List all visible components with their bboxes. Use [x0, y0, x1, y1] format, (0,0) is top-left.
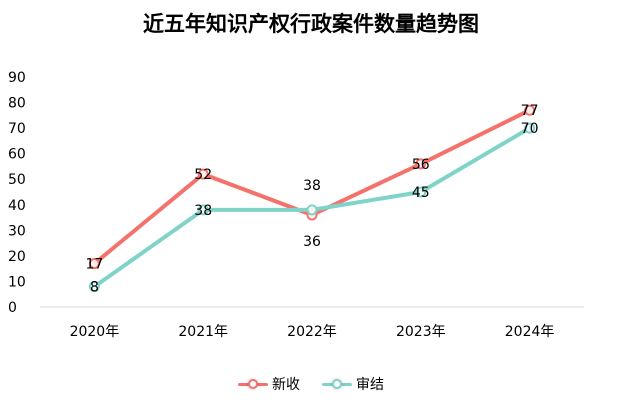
data-label: 17	[85, 257, 103, 273]
y-tick-label: 40	[8, 198, 26, 214]
data-point[interactable]	[197, 168, 209, 180]
series-points	[88, 104, 536, 293]
data-point[interactable]	[524, 104, 536, 116]
data-point[interactable]	[197, 204, 209, 216]
chart-title: 近五年知识产权行政案件数量趋势图	[143, 12, 479, 36]
data-point[interactable]	[415, 186, 427, 198]
data-point[interactable]	[415, 158, 427, 170]
legend-label-new: 新收	[272, 377, 300, 393]
y-tick-label: 70	[8, 121, 26, 137]
x-tick-label: 2021年	[178, 324, 228, 340]
series-lines	[92, 108, 532, 289]
data-label: 38	[194, 203, 212, 219]
x-tick-label: 2020年	[70, 324, 120, 340]
data-point[interactable]	[306, 204, 318, 216]
x-tick-label: 2022年	[287, 324, 337, 340]
legend-item-closed[interactable]: 审结	[322, 374, 384, 394]
y-tick-label: 50	[8, 172, 26, 188]
x-tick-label: 2023年	[396, 324, 446, 340]
data-label: 77	[521, 103, 539, 119]
data-label: 45	[412, 185, 430, 201]
data-label: 56	[412, 157, 430, 173]
y-tick-label: 90	[8, 70, 26, 86]
legend-swatch-closed	[322, 378, 352, 390]
y-tick-label: 60	[8, 147, 26, 163]
data-label: 36	[303, 234, 321, 250]
data-label: 52	[194, 167, 212, 183]
legend-swatch-new	[238, 378, 268, 390]
y-axis: 0 10 20 30 40 50 60 70 80 90	[8, 70, 26, 316]
y-tick-label: 0	[8, 300, 17, 316]
y-tick-label: 80	[8, 96, 26, 112]
x-axis: 2020年 2021年 2022年 2023年 2024年	[70, 324, 555, 340]
x-tick-label: 2024年	[505, 324, 555, 340]
data-point[interactable]	[88, 281, 100, 293]
y-tick-label: 20	[8, 249, 26, 265]
legend-item-new[interactable]: 新收	[238, 374, 300, 394]
data-label: 38	[303, 178, 321, 194]
y-tick-label: 30	[8, 223, 26, 239]
y-tick-label: 10	[8, 274, 26, 290]
data-point[interactable]	[88, 258, 100, 270]
data-labels: 17 52 36 56 77 8 38 38 45 70	[85, 103, 538, 295]
data-label: 70	[521, 121, 539, 137]
legend: 新收 审结	[0, 374, 622, 394]
data-label: 8	[90, 280, 99, 296]
legend-label-closed: 审结	[356, 377, 384, 393]
data-point[interactable]	[524, 122, 536, 134]
